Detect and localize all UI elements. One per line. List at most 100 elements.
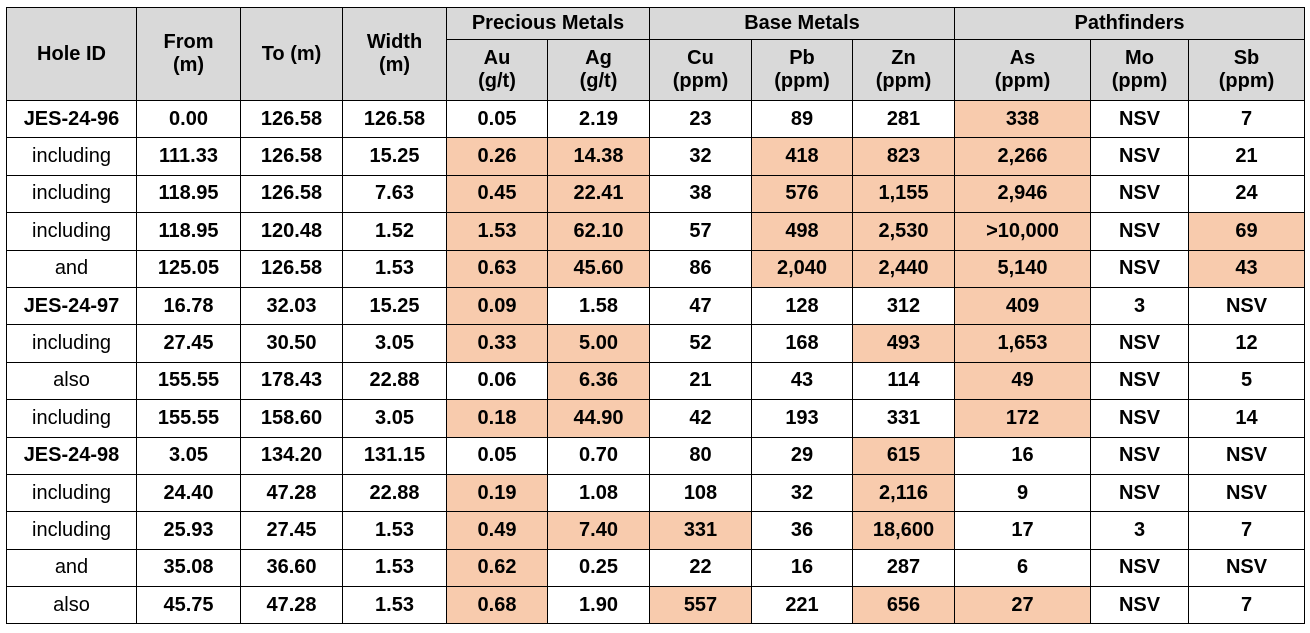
table-cell: 42 — [649, 399, 752, 438]
table-cell: NSV — [1090, 99, 1189, 139]
table-cell: 15.25 — [342, 137, 447, 176]
header-zn: Zn (ppm) — [852, 39, 955, 101]
table-row: including 25.93 27.45 1.53 0.49 7.40 331 36 18,6… — [6, 511, 1305, 550]
hole-id-cell: JES-24-97 — [6, 286, 137, 326]
table-cell: 0.68 — [446, 586, 548, 625]
table-cell: 221 — [751, 586, 853, 625]
table-cell: 7 — [1188, 99, 1305, 139]
table-cell: 22.88 — [342, 361, 447, 401]
table-cell: 52 — [649, 324, 752, 363]
header-mo: Mo (ppm) — [1090, 39, 1189, 101]
table-cell: 126.58 — [240, 174, 343, 214]
interval-label-cell: including — [6, 324, 137, 363]
table-cell: 5,140 — [954, 249, 1091, 288]
table-cell: 493 — [852, 324, 955, 363]
table-cell: NSV — [1188, 473, 1305, 513]
table-cell: 45.60 — [547, 249, 650, 288]
table-cell: 15.25 — [342, 286, 447, 326]
table-cell: 656 — [852, 586, 955, 625]
table-row: including 111.33 126.58 15.25 0.26 14.38 32 418… — [6, 137, 1305, 176]
interval-label-cell: including — [6, 212, 137, 251]
table-cell: 32.03 — [240, 286, 343, 326]
table-cell: 0.09 — [446, 286, 548, 326]
header-element-name: Cu — [687, 47, 714, 69]
table-cell: 2,946 — [954, 174, 1091, 214]
header-cu: Cu (ppm) — [649, 39, 752, 101]
table-cell: 16.78 — [136, 286, 241, 326]
header-element-unit: (g/t) — [478, 70, 516, 92]
table-cell: 1,155 — [852, 174, 955, 214]
table-cell: 0.70 — [547, 436, 650, 475]
header-from-name: From — [163, 31, 214, 53]
table-cell: NSV — [1090, 473, 1189, 513]
table-cell: 193 — [751, 399, 853, 438]
table-cell: NSV — [1090, 174, 1189, 214]
hole-id-cell: JES-24-98 — [6, 436, 137, 475]
table-row: JES-24-96 0.00 126.58 126.58 0.05 2.19 23 89 281… — [6, 99, 1305, 139]
table-cell: 16 — [751, 548, 853, 588]
interval-label-cell: including — [6, 473, 137, 513]
table-cell: 29 — [751, 436, 853, 475]
table-cell: 1.53 — [342, 249, 447, 288]
table-cell: 1.53 — [342, 548, 447, 588]
interval-label-cell: and — [6, 249, 137, 288]
header-au: Au (g/t) — [446, 39, 548, 101]
table-cell: 0.06 — [446, 361, 548, 401]
table-cell: 0.05 — [446, 436, 548, 475]
table-row: JES-24-97 16.78 32.03 15.25 0.09 1.58 47 128 312… — [6, 286, 1305, 326]
table-cell: 1.58 — [547, 286, 650, 326]
cropped-caption-strip — [0, 0, 1310, 8]
table-cell: 418 — [751, 137, 853, 176]
table-cell: 0.33 — [446, 324, 548, 363]
table-cell: 22.88 — [342, 473, 447, 513]
table-row: and 35.08 36.60 1.53 0.62 0.25 22 16 287 6 NSV NSV — [6, 548, 1305, 588]
table-cell: 0.63 — [446, 249, 548, 288]
table-cell: 7 — [1188, 586, 1305, 625]
table-cell: 6 — [954, 548, 1091, 588]
table-cell: 155.55 — [136, 399, 241, 438]
table-cell: 0.19 — [446, 473, 548, 513]
group-header-pathfinders: Pathfinders — [954, 7, 1305, 40]
header-element-unit: (ppm) — [875, 70, 932, 92]
table-cell: 331 — [649, 511, 752, 550]
header-element-name: Pb — [789, 47, 815, 69]
table-cell: 30.50 — [240, 324, 343, 363]
table-cell: 47.28 — [240, 586, 343, 625]
table-cell: 1.53 — [342, 586, 447, 625]
table-cell: NSV — [1090, 212, 1189, 251]
table-cell: 1.90 — [547, 586, 650, 625]
table-cell: 21 — [649, 361, 752, 401]
table-cell: 44.90 — [547, 399, 650, 438]
table-cell: 86 — [649, 249, 752, 288]
interval-label-cell: including — [6, 174, 137, 214]
table-cell: 69 — [1188, 212, 1305, 251]
table-row: JES-24-98 3.05 134.20 131.15 0.05 0.70 80 29 615… — [6, 436, 1305, 475]
table-cell: 126.58 — [240, 249, 343, 288]
table-cell: 3.05 — [136, 436, 241, 475]
table-cell: 128 — [751, 286, 853, 326]
table-cell: 32 — [751, 473, 853, 513]
table-cell: NSV — [1090, 586, 1189, 625]
table-cell: 24.40 — [136, 473, 241, 513]
header-element-unit: (ppm) — [774, 70, 830, 92]
header-ag: Ag (g/t) — [547, 39, 650, 101]
header-element-unit: (ppm) — [994, 70, 1051, 92]
table-cell: 125.05 — [136, 249, 241, 288]
table-cell: 32 — [649, 137, 752, 176]
table-cell: 9 — [954, 473, 1091, 513]
header-element-name: As — [1009, 47, 1036, 69]
assay-results-table: Hole ID From (m) To (m) Width (m) Precio… — [6, 7, 1305, 625]
table-cell: 409 — [954, 286, 1091, 326]
table-cell: 49 — [954, 361, 1091, 401]
group-header-base-metals: Base Metals — [649, 7, 955, 40]
table-cell: 3 — [1090, 286, 1189, 326]
table-cell: 38 — [649, 174, 752, 214]
table-cell: 45.75 — [136, 586, 241, 625]
table-cell: 3.05 — [342, 324, 447, 363]
table-cell: 36 — [751, 511, 853, 550]
table-cell: 126.58 — [342, 99, 447, 139]
table-cell: 126.58 — [240, 137, 343, 176]
table-cell: 27.45 — [136, 324, 241, 363]
table-cell: 23 — [649, 99, 752, 139]
interval-label-cell: including — [6, 137, 137, 176]
